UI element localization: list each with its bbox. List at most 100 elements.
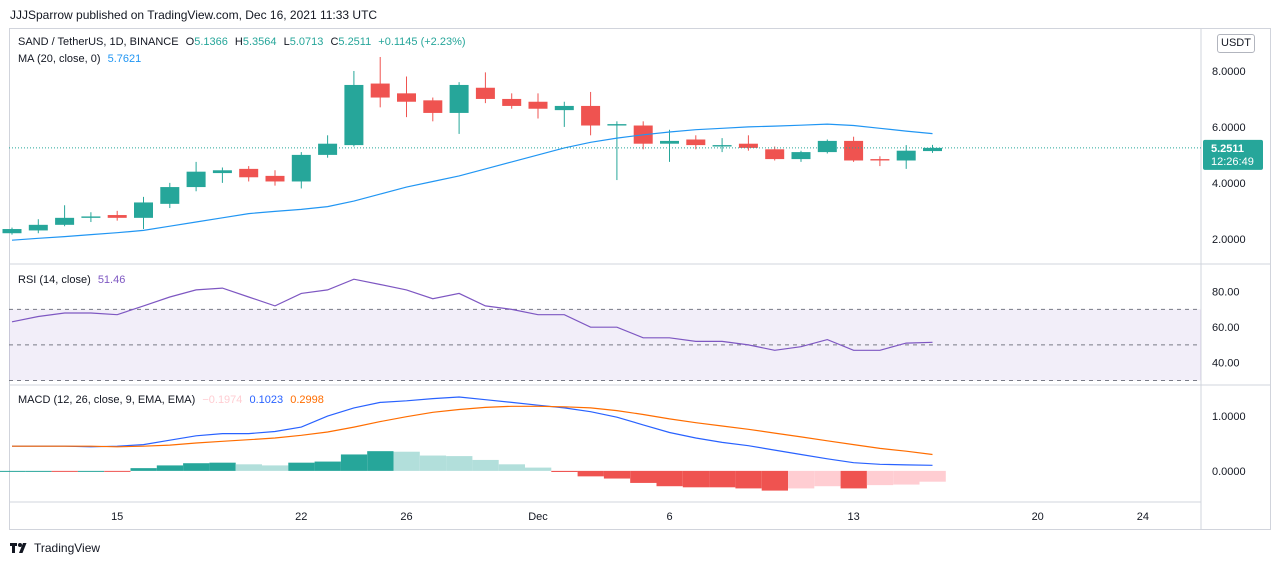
- macd-histogram-bar: [183, 463, 210, 471]
- brand-label: TradingView: [34, 541, 101, 555]
- macd-histogram-bar: [25, 470, 52, 472]
- candle-body: [870, 159, 890, 161]
- macd-histogram-bar: [577, 470, 604, 477]
- rsi-axis-label-0: 80.00: [1212, 287, 1240, 299]
- currency-unit-button[interactable]: USDT: [1217, 34, 1255, 53]
- open-value: 5.1366: [194, 36, 228, 48]
- time-axis-label-6: 20: [1032, 511, 1044, 523]
- tradingview-brand: TradingView: [10, 541, 100, 555]
- macd-histogram-bar: [209, 462, 236, 471]
- macd-histogram-bar: [340, 454, 368, 471]
- ma-legend[interactable]: MA (20, close, 0) 5.7621: [18, 53, 145, 65]
- close-value: 5.2511: [338, 36, 372, 48]
- candle-body: [738, 143, 758, 148]
- candle-body: [28, 224, 48, 231]
- candle-body: [581, 105, 601, 126]
- rsi-legend[interactable]: RSI (14, close) 51.46: [18, 274, 129, 286]
- chart-frame: [9, 28, 1271, 530]
- macd-histogram-bar: [156, 465, 184, 471]
- macd-histogram-bar: [314, 461, 341, 471]
- ma-line: [11, 123, 933, 241]
- signal-value: 0.2998: [290, 394, 324, 406]
- macd-histogram-bar: [367, 451, 394, 471]
- candle-body: [765, 149, 785, 160]
- candle-body: [370, 83, 390, 98]
- macd-histogram-bar: [104, 470, 131, 472]
- macd-axis-label-1: 0.0000: [1212, 466, 1246, 478]
- time-axis-label-7: 24: [1137, 511, 1149, 523]
- candle-body: [502, 98, 522, 106]
- macd-histogram-bar: [262, 465, 289, 471]
- candle-body: [81, 216, 101, 218]
- low-value: 5.0713: [289, 36, 324, 48]
- time-axis-label-0: 15: [111, 511, 123, 523]
- last-price-value: 5.2511: [1211, 143, 1244, 155]
- macd-histogram-bar: [630, 470, 657, 483]
- macd-histogram-bar: [419, 455, 447, 471]
- macd-histogram-bar: [288, 462, 315, 471]
- macd-histogram-bar: [130, 468, 157, 471]
- macd-histogram-bar: [51, 470, 78, 472]
- candle-body: [134, 202, 153, 218]
- candle-body: [107, 215, 127, 218]
- candle-body: [686, 139, 706, 146]
- candle-body: [55, 217, 75, 225]
- macd-histogram-bar: [235, 464, 262, 471]
- candle-body: [554, 105, 574, 111]
- macd-histogram-bar: [393, 451, 420, 471]
- price-legend: SAND / TetherUS, 1D, BINANCE O5.1366 H5.…: [18, 36, 470, 48]
- candle-body: [844, 140, 864, 161]
- candle-body: [265, 175, 285, 182]
- macd-axis-label-0: 1.0000: [1212, 411, 1246, 423]
- tradingview-logo-icon: [10, 543, 27, 553]
- candle-body: [239, 168, 259, 178]
- macd-histogram-bar: [919, 470, 946, 482]
- candle-body: [475, 87, 495, 99]
- candle-body: [291, 154, 311, 182]
- price-axis-label-3: 2.0000: [1212, 234, 1246, 246]
- candle-body: [817, 140, 837, 153]
- candle-body: [160, 187, 180, 204]
- candle-body: [449, 84, 469, 113]
- rsi-value: 51.46: [97, 274, 126, 286]
- open-label: O: [185, 36, 195, 48]
- candle-body: [212, 170, 232, 174]
- macd-hist-value: −0.1974: [202, 394, 243, 406]
- bar-countdown: 12:26:49: [1211, 156, 1254, 168]
- macd-value: 0.1023: [249, 394, 284, 406]
- candle-body: [896, 150, 916, 161]
- rsi-axis-label-2: 40.00: [1212, 358, 1240, 370]
- candle-body: [344, 84, 364, 146]
- high-label: H: [234, 36, 243, 48]
- rsi-axis-label-1: 60.00: [1212, 322, 1240, 334]
- symbol-title: SAND / TetherUS, 1D, BINANCE: [18, 36, 179, 48]
- time-axis-label-2: 26: [400, 511, 412, 523]
- macd-histogram-bar: [551, 470, 578, 472]
- close-label: C: [330, 36, 339, 48]
- candle-body: [607, 124, 627, 126]
- macd-histogram-bar: [0, 470, 26, 472]
- macd-histogram-bar: [840, 470, 867, 489]
- time-axis-label-4: 6: [666, 511, 672, 523]
- high-value: 5.3564: [242, 36, 277, 48]
- candle-body: [528, 101, 548, 109]
- signal-line: [12, 405, 933, 456]
- macd-histogram-bar: [814, 470, 841, 487]
- candle-body: [186, 171, 206, 188]
- macd-histogram-bar: [893, 470, 920, 485]
- macd-histogram-bar: [603, 470, 631, 479]
- candle-body: [712, 145, 732, 147]
- time-axis-label-5: 13: [847, 511, 859, 523]
- macd-histogram-bar: [735, 470, 762, 489]
- macd-histogram-bar: [761, 470, 788, 491]
- macd-histogram-bar: [498, 464, 525, 471]
- macd-line: [12, 396, 933, 466]
- macd-histogram-bar: [446, 456, 473, 471]
- candle-body: [660, 140, 679, 144]
- ma-value: 5.7621: [107, 53, 142, 65]
- macd-legend[interactable]: MACD (12, 26, close, 9, EMA, EMA) −0.197…: [18, 394, 328, 406]
- rsi-line: [11, 278, 933, 351]
- low-label: L: [283, 36, 290, 48]
- price-axis-label-0: 8.0000: [1212, 66, 1246, 78]
